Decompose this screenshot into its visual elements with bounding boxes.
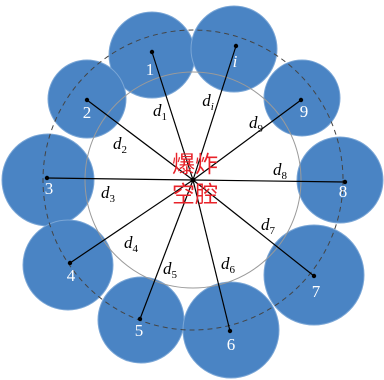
distance-label-subscript: 8 bbox=[282, 170, 288, 182]
hole-circle-9 bbox=[263, 59, 341, 137]
distance-label-subscript: 5 bbox=[172, 269, 178, 281]
center-label-line-1: 爆炸 bbox=[172, 152, 218, 178]
distance-label-subscript: 4 bbox=[133, 243, 139, 255]
distance-label-symbol: d bbox=[101, 183, 110, 202]
hole-label-2: 2 bbox=[83, 103, 92, 122]
distance-line-3 bbox=[46, 177, 194, 181]
distance-label-2: d2 bbox=[113, 134, 127, 156]
hole-label-6: 6 bbox=[227, 335, 236, 354]
distance-line-7 bbox=[192, 179, 315, 277]
distance-label-1: d1 bbox=[153, 101, 167, 123]
distance-labels: d1 d2 d3 d4 d5 d6 d7 d8 d9 di bbox=[101, 91, 288, 281]
hole-labels: 1 2 3 4 5 6 7 8 9 i bbox=[45, 52, 348, 354]
hole-label-5: 5 bbox=[135, 321, 144, 340]
distance-label-subscript: 1 bbox=[162, 111, 168, 123]
distance-rays bbox=[46, 45, 346, 332]
hole-label-7: 7 bbox=[312, 282, 321, 301]
distance-label-3: d3 bbox=[101, 183, 116, 205]
distance-label-7: d7 bbox=[261, 215, 276, 237]
distance-line-i bbox=[192, 45, 237, 181]
cavity-boundary-circle bbox=[84, 71, 302, 289]
hole-center-dot-1 bbox=[149, 49, 155, 55]
hole-center-dot-8 bbox=[342, 179, 348, 185]
distance-line-2 bbox=[86, 99, 194, 181]
distance-line-9 bbox=[192, 99, 302, 181]
explosion-center-dot bbox=[190, 177, 196, 183]
hole-center-dot-2 bbox=[84, 97, 90, 103]
distance-label-subscript: i bbox=[211, 101, 214, 113]
distance-label-symbol: d bbox=[153, 101, 162, 120]
distance-line-8 bbox=[192, 179, 346, 183]
distance-label-symbol: d bbox=[261, 215, 270, 234]
hole-label-9: 9 bbox=[300, 102, 309, 121]
hole-center-dot-3 bbox=[44, 175, 50, 181]
distance-label-symbol: d bbox=[202, 91, 211, 110]
distance-label-8: d8 bbox=[273, 160, 288, 182]
distance-label-9: d9 bbox=[249, 113, 264, 135]
blast-holes bbox=[1, 5, 384, 379]
explosion-cavity-label: 爆炸 空腔 bbox=[172, 152, 218, 208]
hole-center-dot-9 bbox=[298, 97, 304, 103]
distance-label-5: d5 bbox=[163, 259, 178, 281]
distance-label-subscript: 7 bbox=[270, 225, 276, 237]
hole-label-3: 3 bbox=[45, 179, 54, 198]
hole-circle-8 bbox=[296, 136, 384, 224]
distance-label-6: d6 bbox=[221, 254, 236, 276]
hole-label-8: 8 bbox=[339, 182, 348, 201]
distance-label-subscript: 2 bbox=[122, 144, 128, 156]
distance-label-symbol: d bbox=[273, 160, 282, 179]
hole-center-dot-7 bbox=[311, 273, 317, 279]
center-label-line-2: 空腔 bbox=[172, 182, 218, 208]
distance-label-4: d4 bbox=[124, 233, 139, 255]
hole-ring-dashed-circle bbox=[42, 29, 344, 331]
distance-label-symbol: d bbox=[249, 113, 258, 132]
hole-circle-4 bbox=[22, 219, 114, 311]
distance-line-5 bbox=[139, 179, 194, 320]
distance-label-i: di bbox=[202, 91, 214, 113]
distance-label-symbol: d bbox=[113, 134, 122, 153]
hole-circle-i bbox=[190, 5, 278, 93]
distance-line-6 bbox=[192, 179, 231, 332]
hole-center-dot-i bbox=[233, 43, 239, 49]
distance-label-subscript: 6 bbox=[230, 264, 236, 276]
distance-line-1 bbox=[151, 51, 194, 181]
hole-center-dot-6 bbox=[227, 328, 233, 334]
hole-label-1: 1 bbox=[146, 60, 155, 79]
distance-label-subscript: 9 bbox=[258, 123, 264, 135]
hole-label-i: i bbox=[233, 52, 238, 71]
hole-label-4: 4 bbox=[67, 266, 76, 285]
distance-label-symbol: d bbox=[163, 259, 172, 278]
hole-center-dot-4 bbox=[67, 260, 73, 266]
hole-center-dots bbox=[44, 43, 348, 334]
distance-label-subscript: 3 bbox=[110, 193, 116, 205]
distance-label-symbol: d bbox=[221, 254, 230, 273]
distance-line-4 bbox=[69, 179, 194, 264]
hole-center-dot-5 bbox=[137, 316, 143, 322]
distance-label-symbol: d bbox=[124, 233, 133, 252]
